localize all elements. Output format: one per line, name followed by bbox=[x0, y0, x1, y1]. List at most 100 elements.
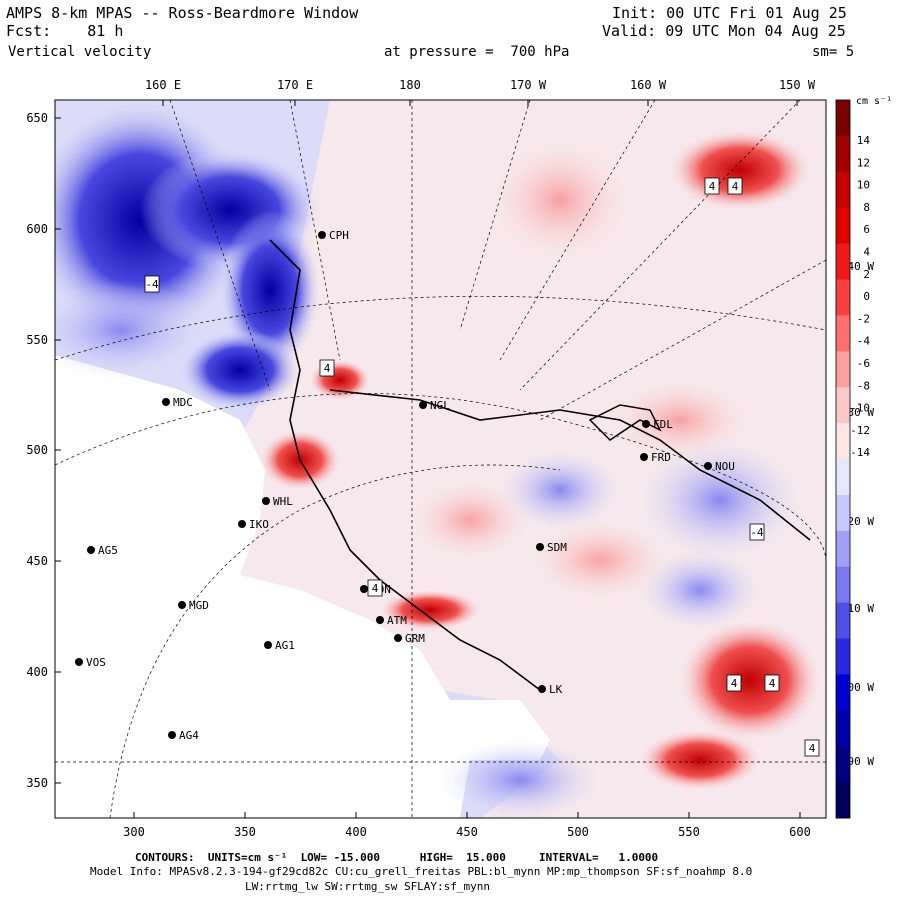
station-iko: IKO bbox=[238, 518, 269, 531]
contour-label: 4 bbox=[319, 359, 335, 377]
station-dot bbox=[318, 231, 326, 239]
colorbar-frame bbox=[835, 99, 851, 819]
contour-label-box bbox=[319, 359, 335, 377]
y-tick-label: 550 bbox=[26, 333, 48, 347]
colorbar-label: 2 bbox=[863, 268, 870, 281]
colorbar-swatch bbox=[836, 782, 850, 819]
station-cph: CPH bbox=[318, 229, 349, 242]
station-nou: NOU bbox=[704, 460, 735, 473]
contour-label-text: -4 bbox=[145, 278, 159, 291]
right-lon-label: 90 W bbox=[848, 755, 875, 768]
station-dot bbox=[394, 634, 402, 642]
contour-label: 4 bbox=[367, 579, 383, 597]
station-label: CPH bbox=[329, 229, 349, 242]
map-field bbox=[55, 100, 826, 818]
model-info: Model Info: MPASv8.2.3-194-gf29cd82c CU:… bbox=[90, 865, 753, 878]
top-lon-label: 170 E bbox=[277, 78, 313, 92]
contour-label-text: 4 bbox=[769, 677, 776, 690]
contour-label: 4 bbox=[726, 674, 742, 692]
colorbar-label: 14 bbox=[857, 134, 871, 147]
station-label: IKO bbox=[249, 518, 269, 531]
y-tick-label: 350 bbox=[26, 776, 48, 790]
station-label: MGD bbox=[189, 599, 209, 612]
station-label: AG1 bbox=[275, 639, 295, 652]
station-dot bbox=[642, 420, 650, 428]
colorbar-label: 8 bbox=[863, 201, 870, 214]
x-tick-label: 300 bbox=[123, 825, 145, 839]
contour-label-box bbox=[727, 177, 743, 195]
colorbar-swatch bbox=[836, 494, 850, 532]
contour-label-box bbox=[749, 523, 765, 541]
colorbar-label: -6 bbox=[857, 357, 870, 370]
station-sdm: SDM bbox=[536, 541, 567, 554]
contour-label-box bbox=[367, 579, 383, 597]
pressure-level: at pressure = 700 hPa bbox=[384, 44, 570, 60]
station-markers: MDCNGLFDLFRDNOUIKOWHLAG5SDMMGDDONATMGRMA… bbox=[75, 229, 735, 742]
contour-label: -4 bbox=[749, 523, 765, 541]
colorbar-label: -12 bbox=[850, 424, 870, 437]
station-label: WHL bbox=[273, 495, 293, 508]
colorbar-swatch bbox=[836, 315, 850, 352]
x-tick-label: 400 bbox=[345, 825, 367, 839]
init-time: Init: 00 UTC Fri 01 Aug 25 bbox=[612, 4, 847, 22]
contour-label-text: 4 bbox=[709, 180, 716, 193]
colorbar-swatch bbox=[836, 171, 850, 209]
station-dot bbox=[536, 543, 544, 551]
colorbar-label: -8 bbox=[857, 379, 870, 392]
colorbar-swatch bbox=[836, 387, 850, 424]
colorbar-label: -10 bbox=[850, 402, 870, 415]
station-dot bbox=[640, 453, 648, 461]
station-dot bbox=[376, 616, 384, 624]
valid-time: Valid: 09 UTC Mon 04 Aug 25 bbox=[602, 22, 846, 40]
station-whl: WHL bbox=[262, 495, 293, 508]
x-tick-label: 500 bbox=[567, 825, 589, 839]
contour-label: 4 bbox=[727, 177, 743, 195]
contour-info: CONTOURS: UNITS=cm s⁻¹ LOW= -15.000 HIGH… bbox=[135, 851, 659, 864]
station-label: MDC bbox=[173, 396, 193, 409]
field-name: Vertical velocity bbox=[8, 44, 152, 60]
colorbar-label: 4 bbox=[863, 246, 870, 259]
contour-label: 4 bbox=[804, 739, 820, 757]
colorbar-swatch bbox=[836, 100, 850, 137]
top-lon-label: 180 bbox=[399, 78, 421, 92]
contour-label-text: 4 bbox=[324, 362, 331, 375]
x-tick-label: 550 bbox=[678, 825, 700, 839]
station-grm: GRM bbox=[394, 632, 425, 645]
station-label: NOU bbox=[715, 460, 735, 473]
colorbar-swatch bbox=[836, 638, 850, 675]
station-lk: LK bbox=[538, 683, 563, 696]
colorbar-swatch bbox=[836, 459, 850, 496]
station-dot bbox=[419, 401, 427, 409]
model-info-radiation: LW:rrtmg_lw SW:rrtmg_sw SFLAY:sf_mynn bbox=[245, 880, 491, 893]
station-dot bbox=[178, 601, 186, 609]
contour-label-box bbox=[804, 739, 820, 757]
station-label: GRM bbox=[405, 632, 425, 645]
station-label: ATM bbox=[387, 614, 407, 627]
x-tick-label: 350 bbox=[234, 825, 256, 839]
colorbar-label: -4 bbox=[857, 335, 871, 348]
map-title: AMPS 8-km MPAS -- Ross-Beardmore Window bbox=[6, 4, 359, 22]
colorbar-units: cm s⁻¹ bbox=[856, 96, 892, 107]
station-label: FDL bbox=[653, 418, 673, 431]
station-dot bbox=[360, 585, 368, 593]
colorbar-swatch bbox=[836, 135, 850, 173]
smoothing-label: sm= 5 bbox=[812, 44, 855, 60]
station-dot bbox=[262, 497, 270, 505]
contour-label-text: 4 bbox=[731, 677, 738, 690]
station-ngl: NGL bbox=[419, 399, 450, 412]
station-label: VOS bbox=[86, 656, 106, 669]
contour-label-box bbox=[704, 177, 720, 195]
station-frd: FRD bbox=[640, 451, 671, 464]
station-label: NGL bbox=[430, 399, 450, 412]
station-dot bbox=[87, 546, 95, 554]
contour-labels: 4 4 -4 4 4 4 4 -4 4 bbox=[144, 177, 820, 757]
forecast-value: 81 h bbox=[87, 22, 124, 40]
station-ag4: AG4 bbox=[168, 729, 199, 742]
colorbar-swatch bbox=[836, 602, 850, 639]
station-mdc: MDC bbox=[162, 396, 193, 409]
station-label: SDM bbox=[547, 541, 567, 554]
colorbar-label: -2 bbox=[857, 312, 870, 325]
station-dot bbox=[538, 685, 546, 693]
top-lon-label: 160 E bbox=[145, 78, 181, 92]
contour-label: 4 bbox=[764, 674, 780, 692]
